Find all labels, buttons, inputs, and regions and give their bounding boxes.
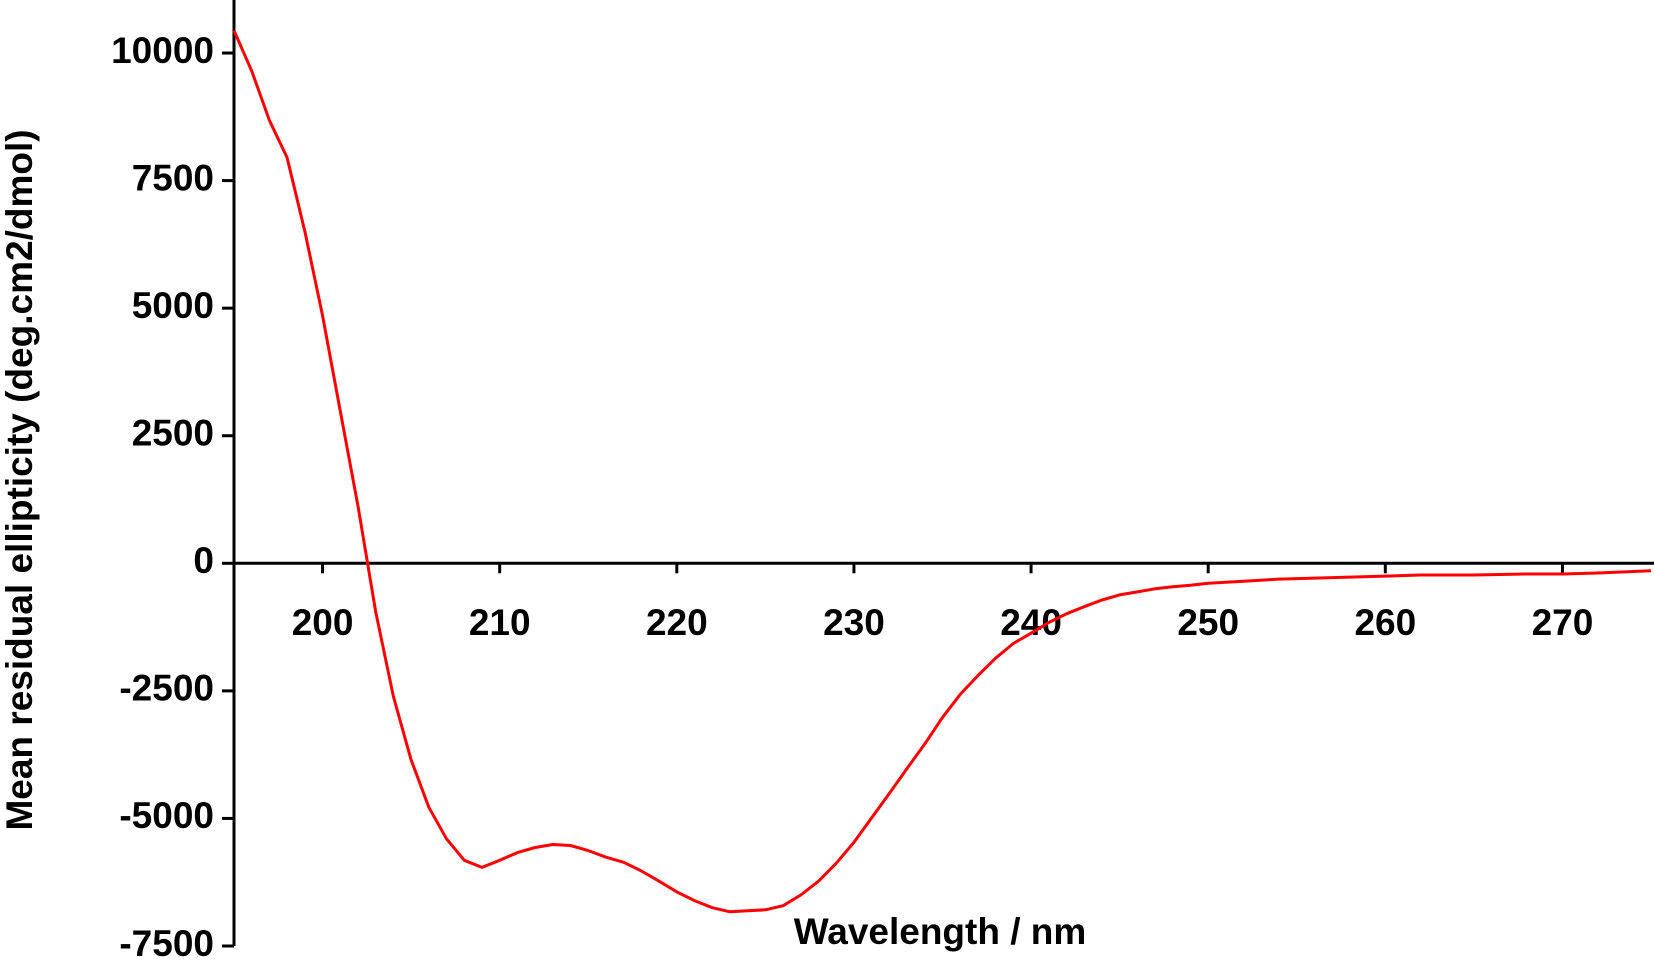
x-tick-label: 270: [1532, 602, 1594, 643]
y-tick-label: -2500: [119, 668, 214, 709]
x-tick-label: 210: [469, 602, 531, 643]
x-tick-label: 250: [1177, 602, 1239, 643]
y-tick-label: 2500: [132, 413, 214, 454]
y-tick-label: 7500: [132, 157, 214, 198]
y-tick-label: -7500: [119, 923, 214, 962]
y-tick-label: 0: [193, 540, 214, 581]
x-tick-label: 220: [646, 602, 708, 643]
y-axis-label: Mean residual ellipticity (deg.cm2/dmol): [0, 129, 40, 830]
x-tick-label: 260: [1354, 602, 1416, 643]
y-tick-label: 10000: [111, 30, 214, 71]
y-tick-label: 5000: [132, 285, 214, 326]
x-tick-label: 200: [292, 602, 354, 643]
x-tick-label: 230: [823, 602, 885, 643]
y-tick-label: -5000: [119, 795, 214, 836]
data-line: [232, 29, 1652, 914]
x-tick-label: 240: [1000, 602, 1062, 643]
x-axis-label: Wavelength / nm: [794, 911, 1087, 952]
